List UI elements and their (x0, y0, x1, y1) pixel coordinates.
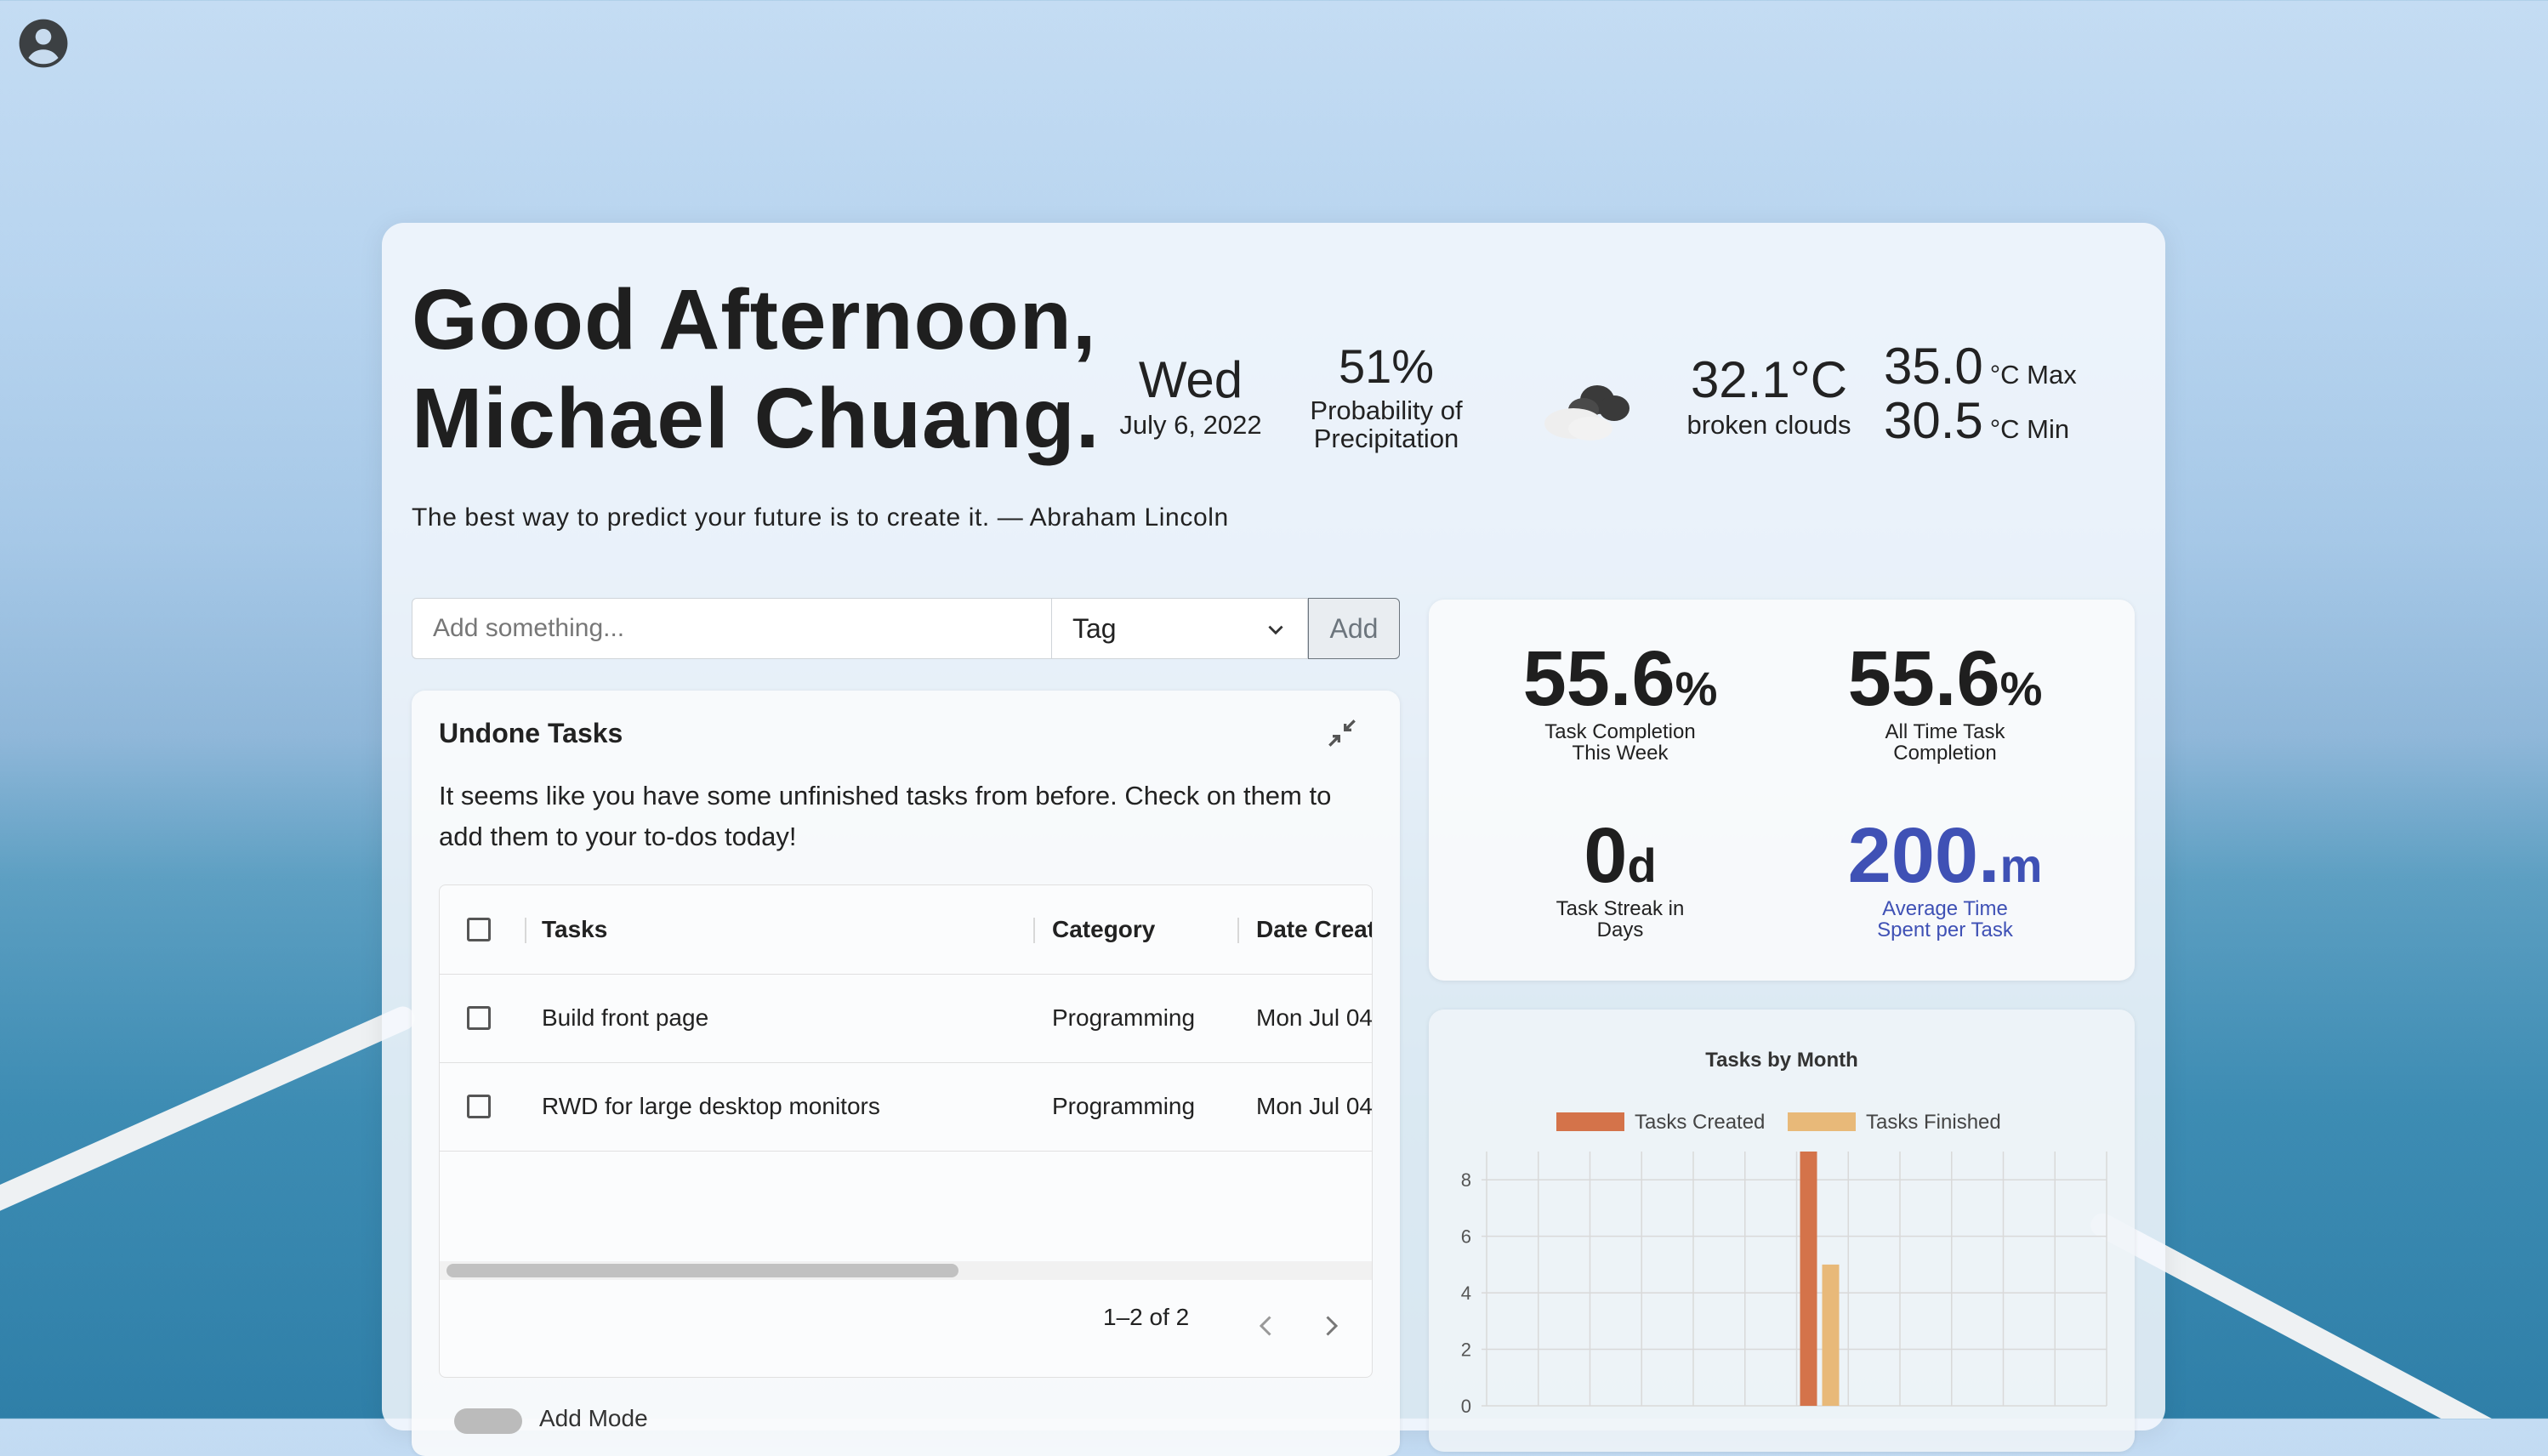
all-time-completion-label: All Time Task Completion (1885, 720, 2005, 765)
greeting-heading: Good Afternoon, Michael Chuang. (412, 270, 1101, 468)
add-button[interactable]: Add (1308, 598, 1400, 659)
chevron-left-icon[interactable] (1251, 1311, 1282, 1341)
temperature: 32.1°C (1690, 351, 1848, 408)
add-mode-label: Add Mode (539, 1405, 648, 1431)
bar-tasks-created (1800, 1152, 1817, 1406)
legend-swatch-1 (1788, 1112, 1856, 1131)
task-streak-value: 0d (1584, 812, 1657, 899)
task-name: Build front page (542, 1004, 709, 1031)
collapse-icon[interactable] (1323, 714, 1361, 752)
y-tick-label: 8 (1461, 1169, 1471, 1191)
y-tick-label: 6 (1461, 1226, 1471, 1248)
average-time-value: 200.m (1847, 812, 2043, 899)
greeting-line-2: Michael Chuang. (412, 371, 1101, 466)
account-icon[interactable] (17, 17, 70, 70)
column-header-tasks[interactable]: Tasks (542, 916, 608, 942)
week-completion-label: Task Completion This Week (1544, 720, 1696, 765)
tasks-by-month-chart: Tasks by Month Tasks Created Tasks Finish… (1461, 1049, 2107, 1417)
undone-tasks-table: Tasks Category Date Creat Build front pa… (439, 884, 1373, 1378)
column-header-date-created[interactable]: Date Creat (1256, 916, 1373, 942)
tag-select[interactable]: Tag (1051, 598, 1308, 659)
task-streak-label: Task Streak in Days (1556, 897, 1685, 941)
week-completion-value: 55.6% (1522, 635, 1718, 722)
y-tick-label: 2 (1461, 1339, 1471, 1361)
broken-clouds-icon (1544, 385, 1629, 441)
chart-title: Tasks by Month (1705, 1049, 1858, 1072)
column-separator[interactable] (1033, 918, 1035, 943)
add-mode-toggle[interactable] (454, 1408, 522, 1434)
column-separator[interactable] (1237, 918, 1239, 943)
daily-quote: The best way to predict your future is t… (412, 503, 1229, 532)
table-header-row: Tasks Category Date Creat (440, 885, 1372, 975)
tag-select-label: Tag (1072, 612, 1117, 644)
chevron-down-icon (1268, 625, 1283, 635)
weekday: Wed (1138, 351, 1243, 408)
legend-label-0: Tasks Created (1635, 1111, 1765, 1134)
background-rail-left (0, 1003, 419, 1239)
tasks-by-month-chart-card (1429, 1010, 2135, 1452)
column-separator[interactable] (525, 918, 526, 943)
row-checkbox[interactable] (467, 1095, 491, 1118)
all-time-completion-value: 55.6% (1847, 635, 2043, 722)
task-category: Programming (1052, 1004, 1196, 1031)
y-tick-label: 0 (1461, 1396, 1471, 1417)
stats-panel (1429, 600, 2135, 981)
precipitation-value: 51% (1338, 339, 1435, 393)
row-checkbox[interactable] (467, 1006, 491, 1030)
task-date: Mon Jul 04 (1256, 1004, 1372, 1031)
precipitation-label: Probability of Precipitation (1310, 395, 1463, 453)
undone-tasks-description: It seems like you have some unfinished t… (439, 781, 1332, 851)
scrollbar-thumb[interactable] (446, 1264, 958, 1277)
select-all-checkbox[interactable] (467, 918, 491, 941)
greeting-line-1: Good Afternoon, (412, 272, 1097, 367)
y-tick-label: 4 (1461, 1283, 1471, 1304)
average-time-label: Average Time Spent per Task (1877, 897, 2013, 941)
table-row[interactable]: Build front page Programming Mon Jul 04 (440, 974, 1372, 1063)
date-text: July 6, 2022 (1119, 410, 1262, 440)
task-category: Programming (1052, 1093, 1196, 1119)
task-name: RWD for large desktop monitors (542, 1093, 880, 1119)
add-task-input[interactable] (412, 598, 1051, 659)
undone-tasks-title: Undone Tasks (439, 718, 623, 748)
table-row[interactable]: RWD for large desktop monitors Programmi… (440, 1062, 1372, 1152)
legend-swatch-0 (1556, 1112, 1624, 1131)
legend-label-1: Tasks Finished (1866, 1111, 2001, 1134)
temperature-min: 30.5 °C Min (1884, 392, 2070, 449)
pagination-text: 1–2 of 2 (1103, 1304, 1190, 1330)
weather-description: broken clouds (1686, 410, 1851, 440)
column-header-category[interactable]: Category (1052, 916, 1156, 942)
bar-tasks-finished (1822, 1264, 1840, 1406)
temperature-max: 35.0 °C Max (1884, 338, 2077, 395)
chevron-right-icon[interactable] (1316, 1311, 1346, 1341)
task-date: Mon Jul 04 (1256, 1093, 1372, 1119)
